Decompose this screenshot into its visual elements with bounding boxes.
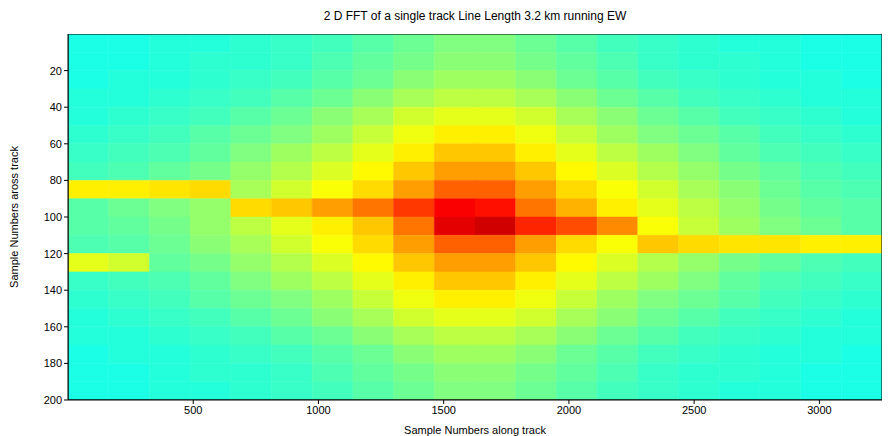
svg-text:2000: 2000 [557,404,581,416]
svg-text:500: 500 [184,404,202,416]
svg-text:60: 60 [50,138,62,150]
svg-text:200: 200 [44,394,62,406]
html-text:2 D FFT of a single track Line: 2 D FFT of a single track Line Length 3.… [323,9,627,23]
svg-text:160: 160 [44,321,62,333]
svg-text:Sample Numbers along track: Sample Numbers along track [404,424,546,436]
svg-text:1000: 1000 [306,404,330,416]
svg-text:80: 80 [50,174,62,186]
svg-text:2500: 2500 [682,404,706,416]
svg-text:1500: 1500 [431,404,455,416]
svg-text:120: 120 [44,248,62,260]
svg-text:Sample Numbers aross track: Sample Numbers aross track [8,146,20,288]
svg-text:180: 180 [44,357,62,369]
svg-text:20: 20 [50,65,62,77]
svg-text:3000: 3000 [807,404,831,416]
svg-text:40: 40 [50,101,62,113]
svg-text:100: 100 [44,211,62,223]
svg-text:140: 140 [44,284,62,296]
